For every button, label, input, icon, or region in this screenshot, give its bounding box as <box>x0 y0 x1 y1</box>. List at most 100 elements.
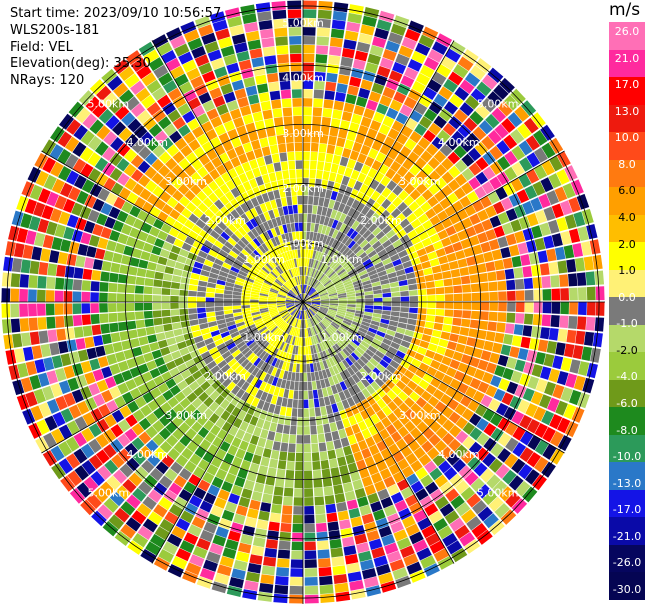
range-gate <box>315 214 321 224</box>
range-gate <box>279 321 287 330</box>
range-gate <box>211 476 224 489</box>
range-gate <box>339 156 349 167</box>
range-gate <box>468 265 478 275</box>
range-gate <box>145 269 156 279</box>
range-gate <box>439 481 454 495</box>
range-gate <box>235 551 250 563</box>
range-gate <box>406 212 418 224</box>
range-gate <box>80 163 94 178</box>
range-gate <box>374 244 385 254</box>
range-gate <box>282 505 293 515</box>
range-gate <box>210 267 220 275</box>
range-gate <box>310 151 318 161</box>
range-gate <box>431 329 442 338</box>
range-gate <box>313 362 318 372</box>
range-gate <box>335 363 343 373</box>
range-gate <box>548 368 560 383</box>
range-gate <box>334 282 344 288</box>
range-gate <box>340 437 350 448</box>
range-gate <box>280 379 287 389</box>
range-gate <box>476 529 493 545</box>
range-gate <box>357 153 367 164</box>
range-gate <box>259 290 269 295</box>
range-gate <box>411 80 426 94</box>
range-gate <box>11 258 22 273</box>
range-gate <box>215 417 226 429</box>
range-gate <box>314 496 325 506</box>
range-gate <box>490 375 502 388</box>
range-gate <box>448 260 459 270</box>
range-gate <box>494 365 506 377</box>
range-gate <box>434 315 444 324</box>
range-gate <box>374 216 384 227</box>
range-gate <box>320 593 335 604</box>
range-gate <box>416 408 429 421</box>
range-gate <box>223 452 235 464</box>
range-gate <box>267 365 275 375</box>
range-gate <box>290 307 297 315</box>
range-gate <box>435 287 445 295</box>
range-gate <box>442 122 457 137</box>
range-gate <box>272 338 279 347</box>
range-gate <box>391 173 403 185</box>
range-gate <box>267 323 276 330</box>
range-gate <box>185 338 196 347</box>
range-gate <box>220 410 231 421</box>
range-gate <box>454 524 470 540</box>
range-gate <box>323 423 331 434</box>
range-gate <box>506 357 518 370</box>
range-gate <box>367 53 381 65</box>
range-gate <box>460 354 472 365</box>
range-gate <box>81 459 96 476</box>
range-gate <box>488 239 500 251</box>
range-gate <box>176 231 188 242</box>
range-gate <box>342 225 351 235</box>
range-gate <box>185 201 197 213</box>
range-gate <box>178 422 191 434</box>
range-gate <box>108 303 117 313</box>
range-gate <box>448 165 461 179</box>
range-gate <box>303 408 310 418</box>
range-gate <box>104 216 116 229</box>
range-gate <box>232 302 241 306</box>
range-gate <box>207 375 218 385</box>
range-gate <box>314 281 321 289</box>
range-gate <box>377 249 387 258</box>
range-gate <box>409 295 419 302</box>
range-gate <box>361 276 371 283</box>
range-gate <box>207 316 217 323</box>
range-gate <box>378 525 392 538</box>
range-gate <box>444 309 454 317</box>
range-gate <box>1 319 12 334</box>
range-gate <box>466 337 477 347</box>
range-gate <box>317 18 331 28</box>
range-gate <box>327 449 337 460</box>
range-gate <box>382 369 393 379</box>
range-gate <box>303 80 314 90</box>
range-gate <box>551 203 564 219</box>
range-gate <box>381 416 392 428</box>
range-gate <box>449 333 459 343</box>
range-gate <box>267 335 276 344</box>
range-gate <box>66 214 79 228</box>
range-gate <box>111 182 124 196</box>
range-gate <box>138 259 149 269</box>
range-gate <box>363 175 374 187</box>
range-gate <box>199 500 213 513</box>
range-gate <box>365 233 375 243</box>
range-gate <box>577 287 587 301</box>
range-gate <box>209 390 220 401</box>
range-gate <box>323 254 330 264</box>
range-gate <box>322 244 328 254</box>
range-gate <box>268 272 277 280</box>
range-gate <box>488 458 503 473</box>
range-gate <box>349 341 358 349</box>
range-gate <box>438 255 449 265</box>
range-gate <box>135 276 145 286</box>
range-gate <box>306 222 311 232</box>
range-gate <box>568 228 581 244</box>
range-gate <box>209 325 219 333</box>
range-gate <box>253 407 262 418</box>
range-gate <box>524 289 534 301</box>
range-gate <box>395 380 407 391</box>
